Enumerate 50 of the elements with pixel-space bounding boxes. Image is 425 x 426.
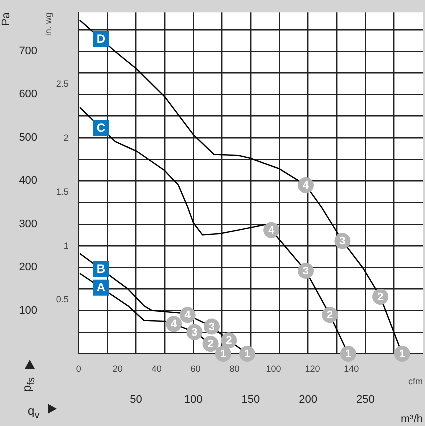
y2-axis-title: in. wg: [43, 12, 54, 36]
y2-tick-label: 2: [64, 133, 69, 144]
annotation: 1: [399, 348, 406, 361]
y-tick-label: 100: [19, 304, 38, 317]
annotation: 2: [208, 338, 214, 351]
x2-axis-title: cfm: [408, 376, 423, 387]
y2-tick-label: 1: [64, 240, 69, 251]
series-label: D: [96, 32, 106, 46]
annotation: 3: [340, 236, 346, 248]
annotation: 1: [345, 348, 352, 361]
y-tick-label: 600: [19, 88, 38, 101]
x-tick-label: 200: [299, 394, 318, 406]
x2-tick-label: 140: [344, 364, 360, 374]
annotation: 2: [226, 335, 232, 348]
text: q$_{v}$: [28, 404, 40, 422]
x-tick-label: 150: [242, 394, 260, 406]
x2-tick-label: 40: [152, 364, 162, 374]
series-label: A: [96, 280, 106, 295]
series-label: C: [96, 120, 106, 135]
annotation: 3: [192, 326, 198, 339]
annotation: 3: [302, 266, 310, 278]
annotation: 2: [327, 310, 334, 322]
annotation: 3: [208, 321, 215, 334]
y-axis-title: Pa: [0, 12, 13, 26]
y-tick-label: 500: [19, 132, 38, 144]
annotation: 2: [377, 291, 384, 304]
annotation: 1: [220, 348, 226, 361]
x-tick-label: 100: [184, 394, 203, 406]
annotation: 4: [268, 224, 276, 237]
x2-tick-label: 0: [76, 364, 82, 374]
y2-tick-label: 2.5: [56, 79, 69, 90]
annotation: 4: [302, 180, 310, 192]
y-tick-label: 300: [19, 218, 38, 230]
y-tick-label: 400: [19, 175, 38, 188]
series-label: B: [96, 262, 106, 276]
x2-tick-label: 60: [190, 364, 201, 374]
y-tick-label: 200: [19, 262, 38, 274]
x-tick-label: 50: [130, 394, 142, 406]
annotation: 1: [244, 348, 251, 361]
x2-tick-label: 120: [305, 364, 320, 374]
x2-tick-label: 100: [266, 364, 282, 374]
y2-tick-label: 0.5: [56, 294, 69, 305]
y2-tick-label: 1.5: [56, 186, 69, 197]
x2-tick-label: 20: [112, 364, 123, 374]
x-tick-label: 250: [356, 394, 375, 406]
y-tick-label: 700: [19, 46, 38, 58]
annotation: 4: [171, 318, 178, 331]
annotation: 4: [184, 310, 192, 322]
x-axis-title: m³/h: [401, 413, 423, 426]
x2-tick-label: 80: [230, 364, 240, 374]
